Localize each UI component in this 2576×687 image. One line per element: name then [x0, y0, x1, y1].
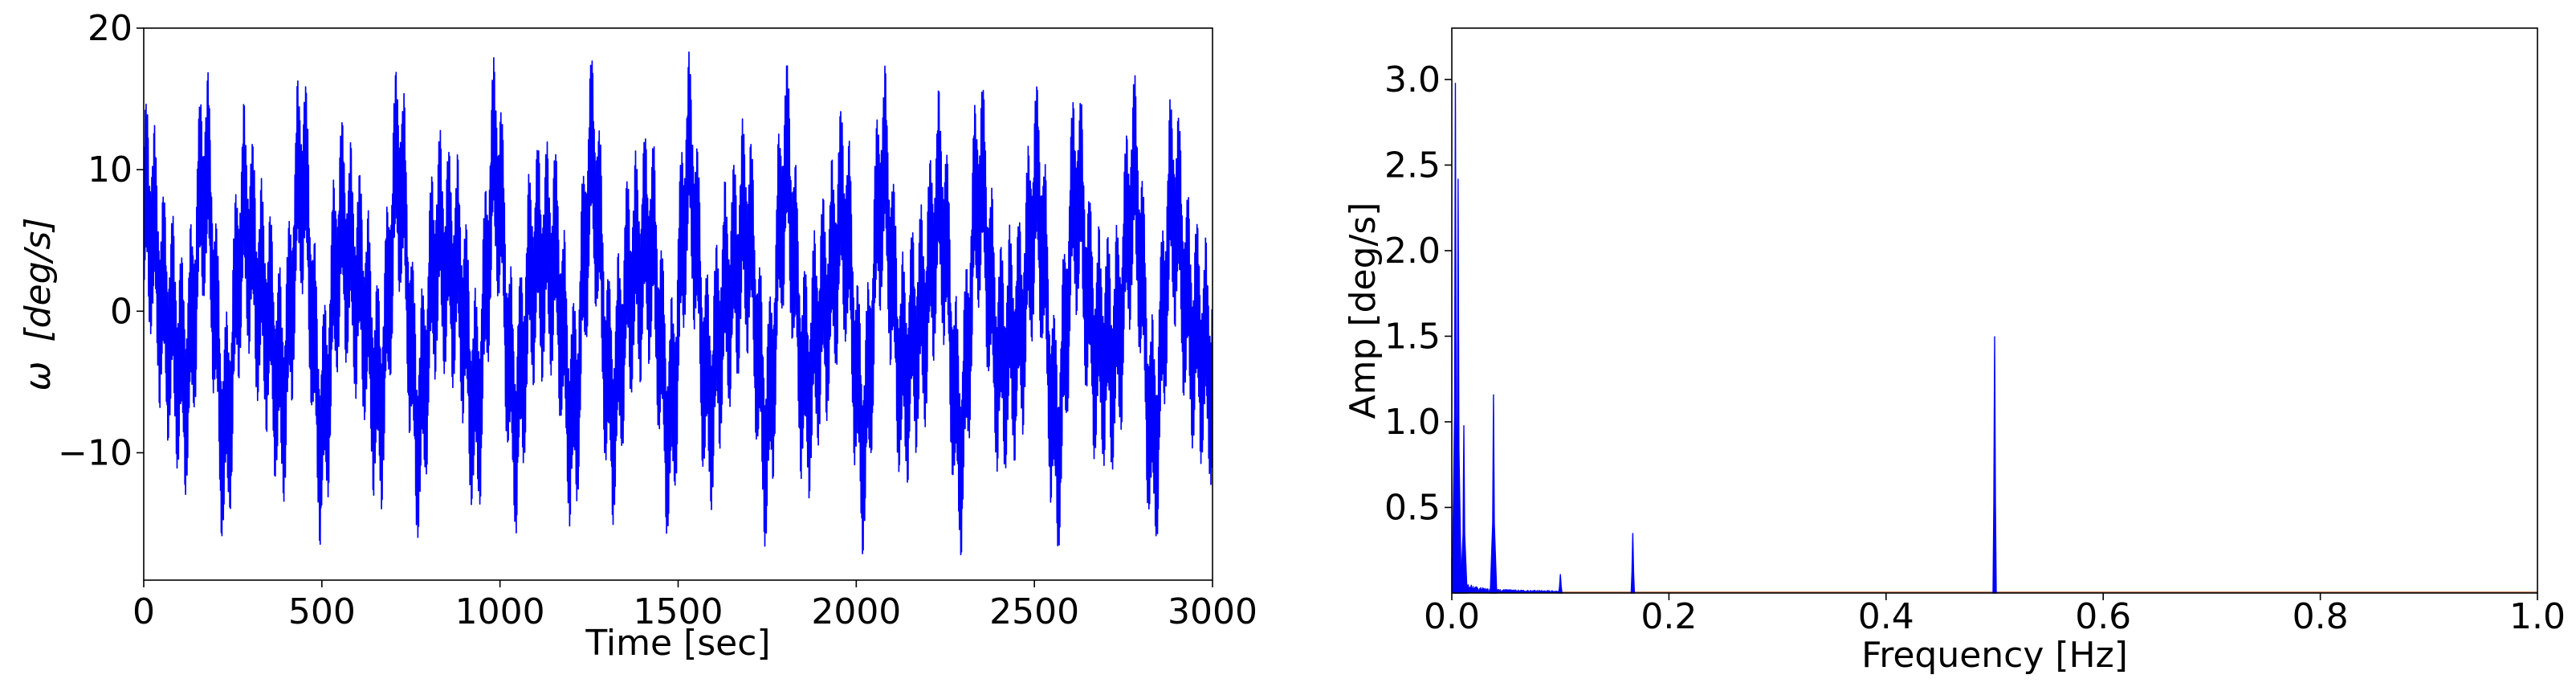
omega-axis-ticks: −10 0 10 20 [58, 8, 144, 473]
frequency-tick-label: 0.2 [1641, 596, 1697, 637]
amplitude-tick-label: 0.5 [1384, 487, 1441, 528]
time-tick-label: 500 [288, 591, 356, 632]
time-tick-label: 2000 [811, 591, 901, 632]
omega-axis-label-unit: [deg/s] [18, 218, 59, 342]
frequency-tick-label: 0.4 [1858, 596, 1914, 637]
time-tick-label: 1500 [634, 591, 723, 632]
omega-axis-label: ω [deg/s] [18, 218, 59, 391]
amplitude-tick-label: 1.0 [1384, 402, 1441, 443]
omega-series-line [144, 51, 1213, 556]
omega-axis-label-symbol: ω [18, 362, 59, 391]
omega-tick-label: −10 [58, 432, 132, 473]
spectrum-chart: 0.0 0.2 0.4 0.6 0.8 1.0 0.5 1.0 1.5 2.0 2.5 3.0 Fr… [1343, 27, 2566, 676]
amplitude-tick-label: 1.5 [1384, 316, 1441, 357]
time-series-chart: 0 500 1000 1500 2000 2500 3000 −10 0 10 20 Time [… [18, 8, 1257, 664]
time-series-plot-area [144, 51, 1213, 556]
amplitude-tick-label: 2.5 [1384, 145, 1441, 186]
omega-tick-label: 20 [88, 8, 132, 49]
spectrum-axes-frame [1451, 27, 2538, 594]
amplitude-axis-label: Amp [deg/s] [1343, 202, 1384, 419]
frequency-axis-label: Frequency [Hz] [1861, 635, 2128, 676]
time-axis-ticks: 0 500 1000 1500 2000 2500 3000 [132, 580, 1257, 632]
amplitude-tick-label: 3.0 [1384, 59, 1441, 100]
amplitude-tick-label: 2.0 [1384, 231, 1441, 272]
time-tick-label: 1000 [455, 591, 545, 632]
frequency-axis-ticks: 0.0 0.2 0.4 0.6 0.8 1.0 [1424, 593, 2566, 637]
time-tick-label: 3000 [1168, 591, 1257, 632]
omega-tick-label: 0 [110, 291, 132, 332]
frequency-tick-label: 0.8 [2293, 596, 2349, 637]
frequency-tick-label: 1.0 [2509, 596, 2566, 637]
time-axis-label: Time [sec] [585, 623, 770, 664]
amplitude-axis-ticks: 0.5 1.0 1.5 2.0 2.5 3.0 [1384, 59, 1452, 528]
frequency-tick-label: 0.6 [2075, 596, 2131, 637]
frequency-tick-label: 0.0 [1424, 596, 1480, 637]
time-tick-label: 0 [132, 591, 155, 632]
omega-tick-label: 10 [88, 149, 132, 190]
time-tick-label: 2500 [989, 591, 1079, 632]
